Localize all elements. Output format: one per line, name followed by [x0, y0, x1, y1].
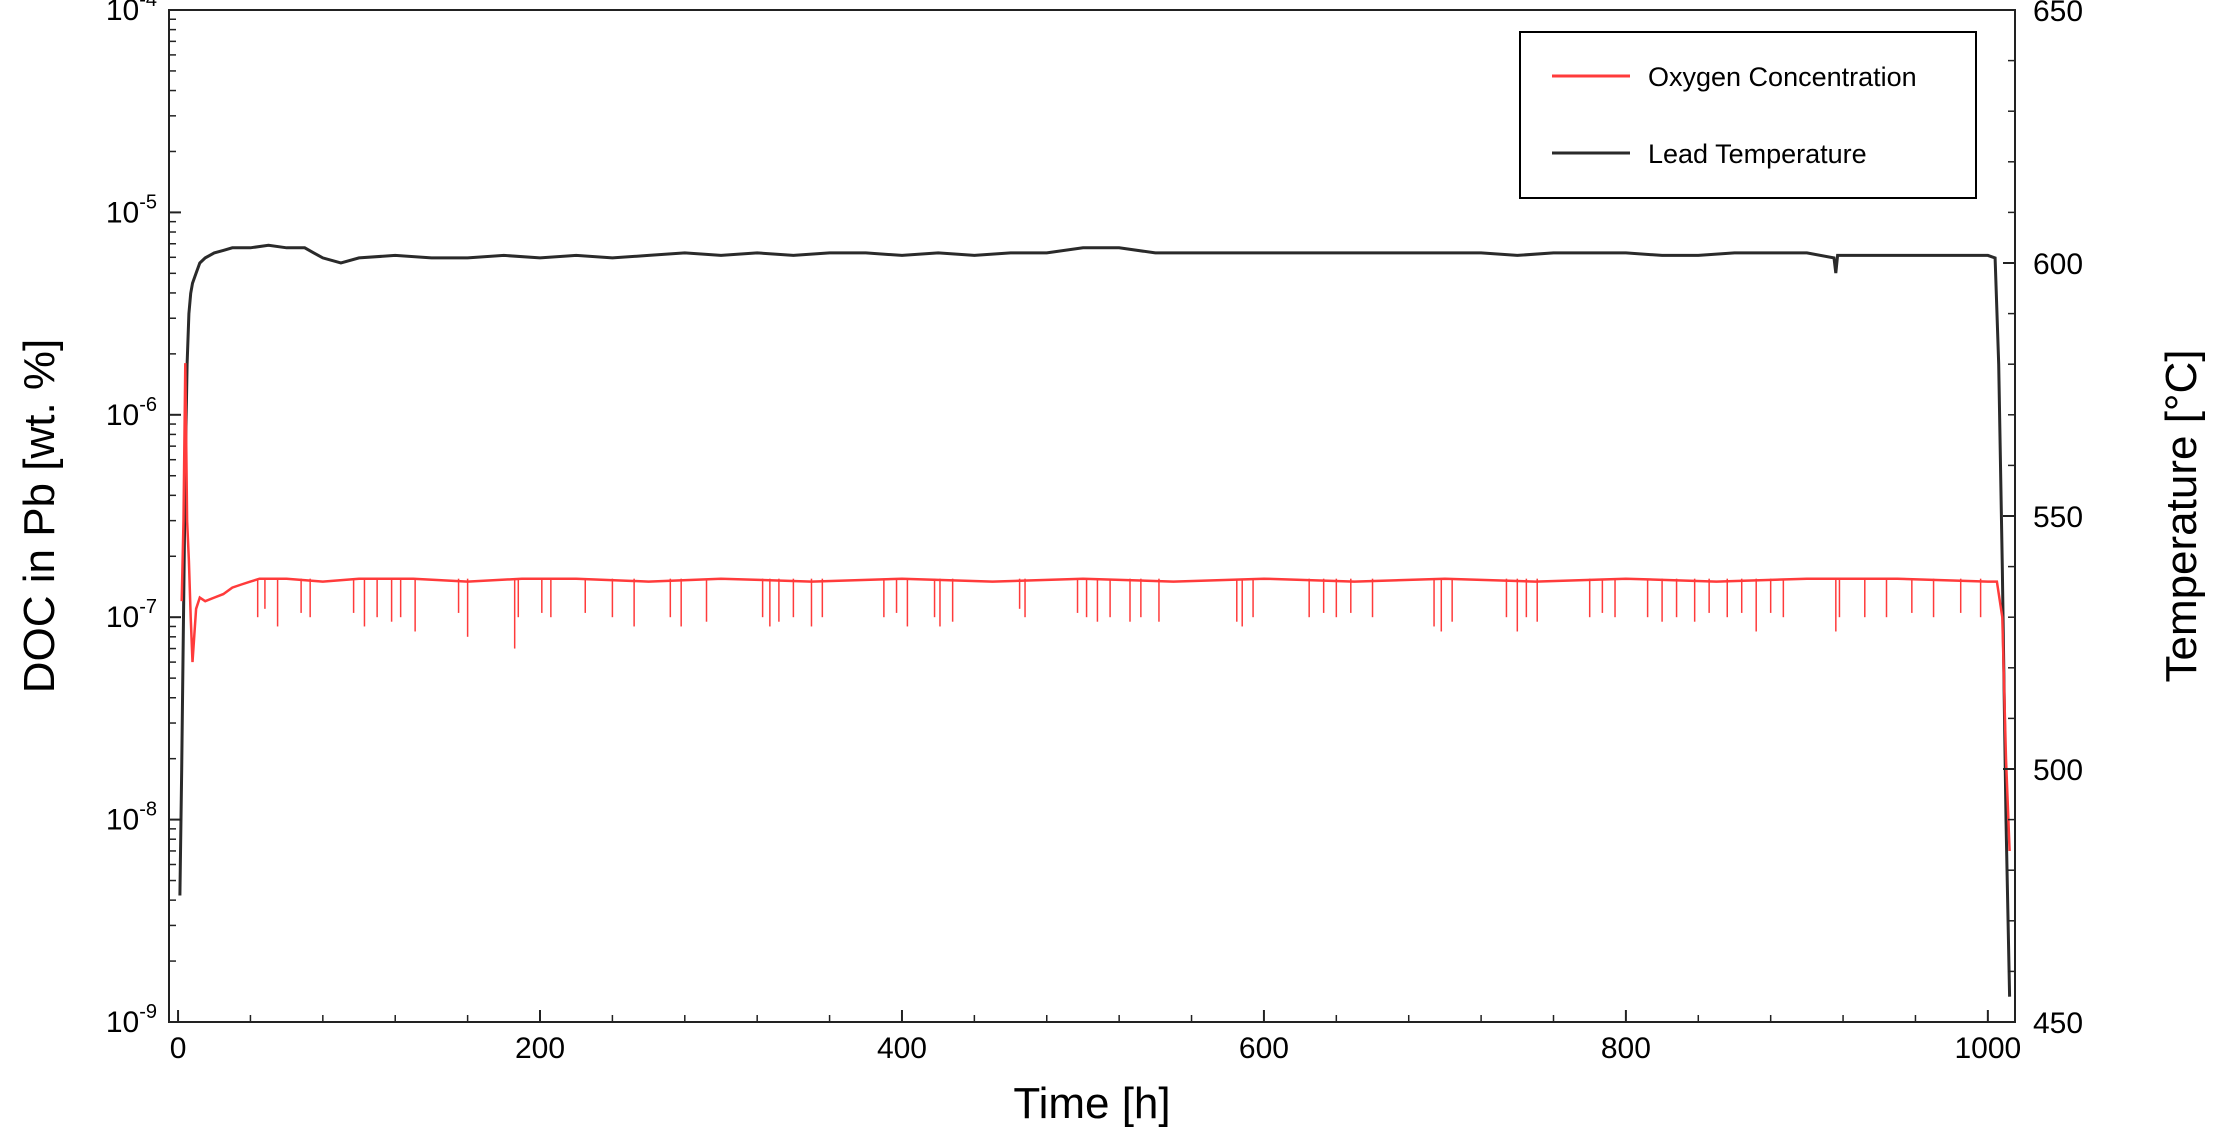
legend-label-temperature: Lead Temperature — [1648, 139, 1867, 169]
y2-tick-label: 450 — [2033, 1007, 2083, 1040]
y-tick-base: 10 — [106, 601, 139, 634]
y-tick-exponent: -4 — [139, 0, 157, 11]
x-tick-label: 0 — [170, 1032, 187, 1065]
y-tick-base: 10 — [106, 804, 139, 837]
y-tick-label: 10-8 — [106, 799, 157, 837]
y-tick-exponent: -6 — [139, 394, 157, 416]
y-tick-base: 10 — [106, 399, 139, 432]
series-line-temperature — [178, 243, 2012, 997]
x-tick-label: 1000 — [1954, 1032, 2021, 1065]
y-tick-base: 10 — [106, 196, 139, 229]
y-tick-label: 10-7 — [106, 596, 157, 634]
y2-tick-label: 550 — [2033, 501, 2083, 534]
y2-axis-title: Temperature [°C] — [2157, 349, 2206, 682]
x-tick-label: 600 — [1239, 1032, 1289, 1065]
legend-box — [1519, 31, 1977, 199]
y-tick-label: 10-9 — [106, 1001, 157, 1039]
x-tick-label: 200 — [515, 1032, 565, 1065]
y-tick-label: 10-4 — [106, 0, 157, 27]
y-axis-title: DOC in Pb [wt. %] — [15, 339, 64, 694]
y-axis-left: 10-910-810-710-610-510-4 — [106, 0, 181, 1039]
y-tick-base: 10 — [106, 1006, 139, 1039]
x-axis-title: Time [h] — [1013, 1079, 1170, 1128]
y-tick-label: 10-5 — [106, 191, 157, 229]
legend: Oxygen Concentration Lead Temperature — [1519, 31, 1977, 199]
y-tick-exponent: -5 — [139, 191, 157, 213]
y2-tick-label: 500 — [2033, 754, 2083, 787]
x-tick-label: 800 — [1601, 1032, 1651, 1065]
y-tick-exponent: -8 — [139, 799, 157, 821]
series-line-oxygen — [180, 363, 2011, 852]
y-axis-right: 450 500 550 600 650 — [2003, 0, 2083, 1040]
y2-tick-label: 600 — [2033, 248, 2083, 281]
series-layer — [178, 243, 2012, 997]
legend-label-oxygen: Oxygen Concentration — [1648, 62, 1917, 92]
x-tick-label: 400 — [877, 1032, 927, 1065]
y-tick-base: 10 — [106, 0, 139, 27]
y-tick-label: 10-6 — [106, 394, 157, 432]
x-axis: 0 200 400 600 800 1000 — [170, 1010, 2021, 1065]
y-tick-exponent: -9 — [139, 1001, 157, 1023]
y2-tick-label: 650 — [2033, 0, 2083, 28]
y-tick-exponent: -7 — [139, 596, 157, 618]
